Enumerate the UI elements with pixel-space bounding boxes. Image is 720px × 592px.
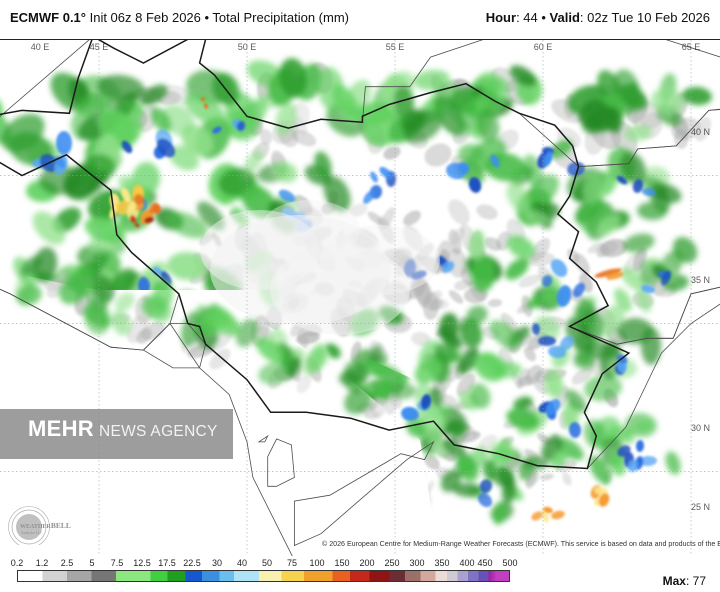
svg-text:Analytics LLC: Analytics LLC: [21, 531, 43, 535]
